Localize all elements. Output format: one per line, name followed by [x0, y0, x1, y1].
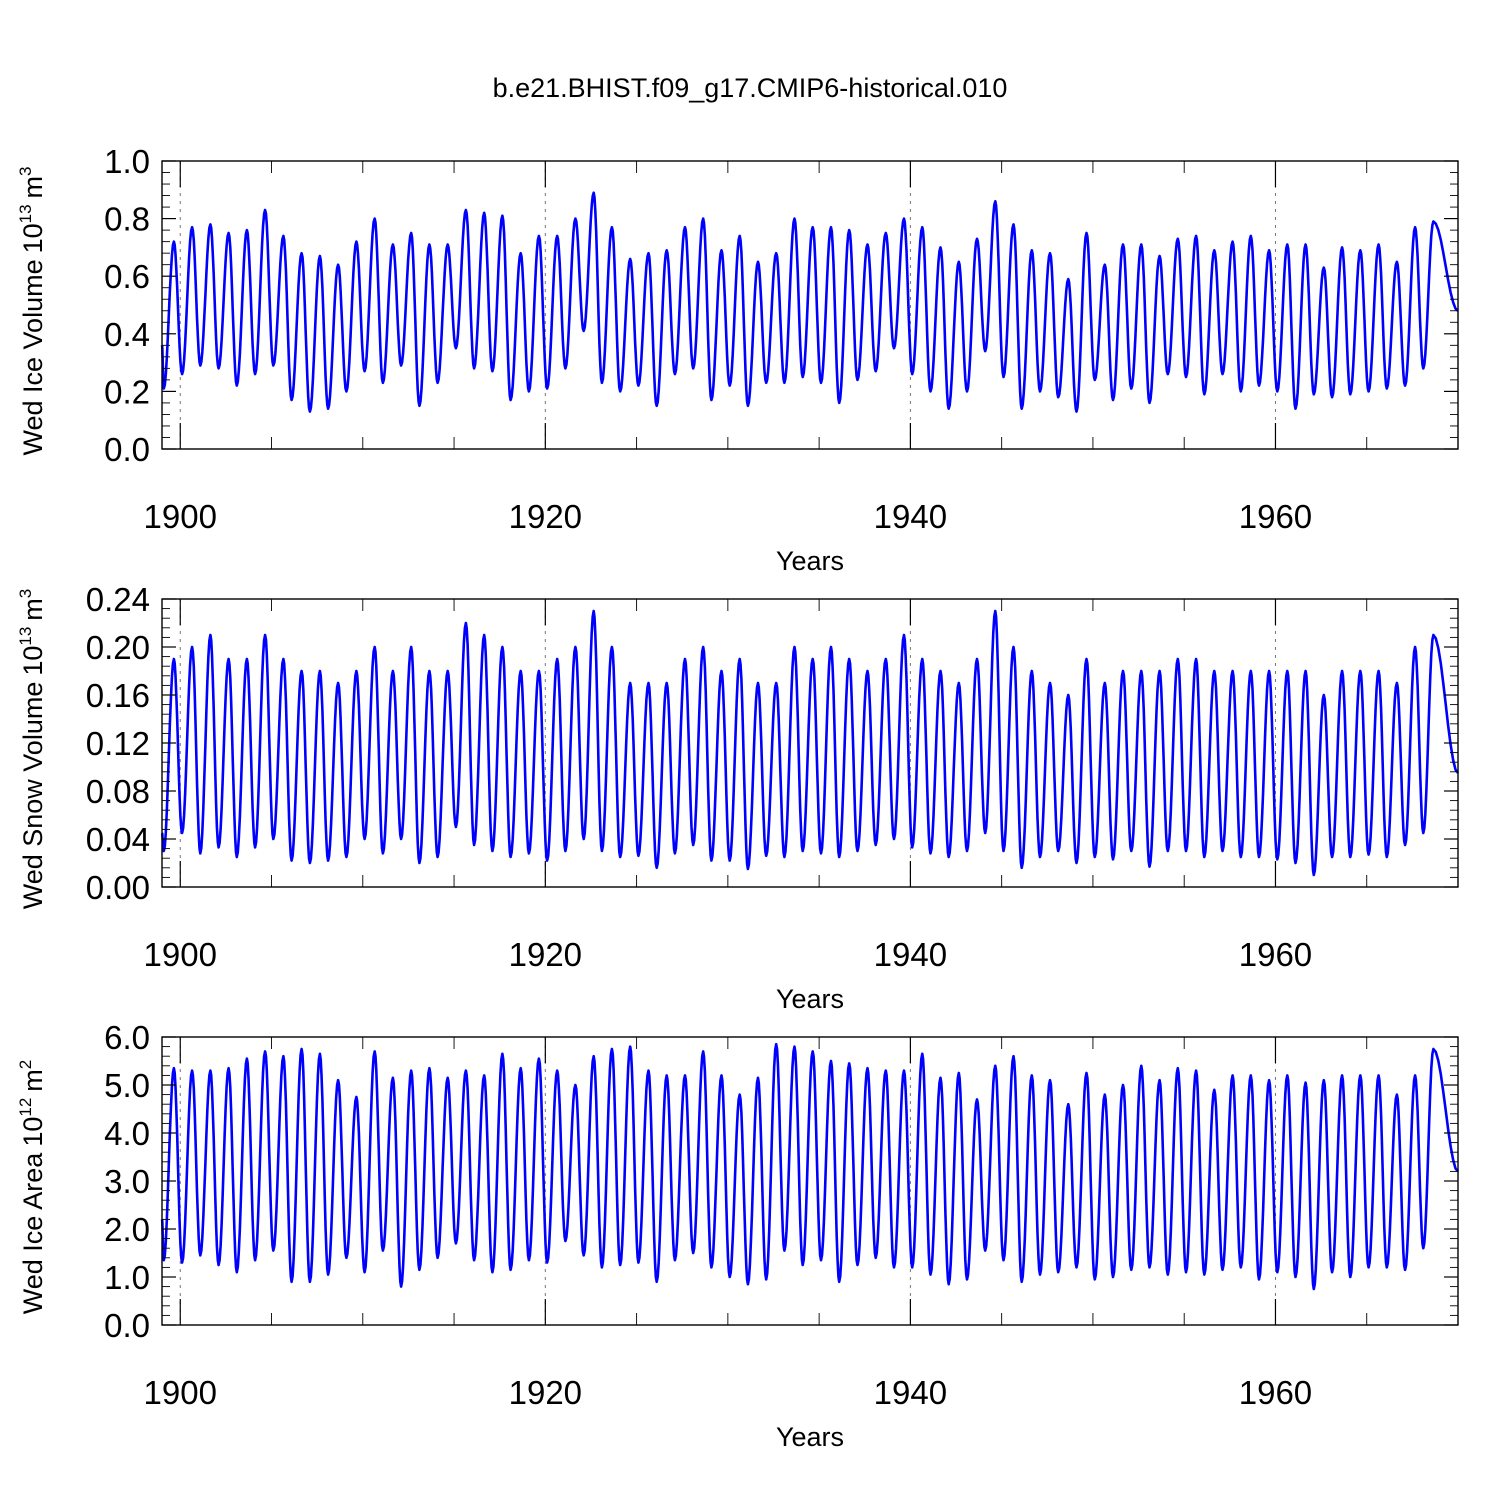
panels: 0.0 0.2 0.4 0.6 0.8 1.0 1900 1920 1940 1960 Years W…	[16, 143, 1460, 1452]
y-tick-label: 1.0	[104, 1259, 150, 1296]
y-tick-label: 2.0	[104, 1211, 150, 1248]
y-tick-label: 0.00	[86, 869, 150, 906]
plot-frame	[161, 160, 1459, 450]
y-axis-title-yunit-sym: m	[18, 176, 48, 199]
y-tick-label: 0.24	[86, 581, 150, 618]
y-axis-title-yunit-base: 10	[18, 223, 48, 253]
y-axis-title-yunit-base: 10	[18, 646, 48, 676]
y-tick-label: 6.0	[104, 1019, 150, 1056]
x-tick-label: 1900	[144, 498, 217, 535]
x-tick-label: 1940	[874, 1374, 947, 1411]
x-tick-label: 1960	[1239, 498, 1312, 535]
y-axis-title-ylabel: Wed Ice Volume	[18, 259, 48, 455]
ice-area-panel: 0.0 1.0 2.0 3.0 4.0 5.0 6.0 1900 1920 1940 1960 Yea…	[16, 1019, 1459, 1452]
x-axis-title: Years	[776, 984, 844, 1014]
y-tick-label: 0.4	[104, 316, 150, 353]
y-axis-title-yunit-pow: 3	[16, 166, 35, 175]
y-tick-label: 0.08	[86, 773, 150, 810]
y-axis-title-yunit-exp: 13	[16, 627, 35, 646]
y-axis-title-yunit-exp: 12	[16, 1098, 35, 1117]
y-axis-title: Wed Ice Volume 1013 m3	[16, 166, 48, 455]
y-tick-label: 5.0	[104, 1067, 150, 1104]
x-tick-label: 1900	[144, 936, 217, 973]
snow-volume-panel: 0.00 0.04 0.08 0.12 0.16 0.20 0.24 1900 1920 1940…	[16, 581, 1460, 1014]
x-tick-label: 1920	[509, 936, 582, 973]
y-tick-label: 0.2	[104, 373, 150, 410]
y-tick-label: 0.0	[104, 1307, 150, 1344]
x-tick-label: 1960	[1239, 936, 1312, 973]
y-axis-title-yunit-exp: 13	[16, 204, 35, 223]
y-tick-label: 0.16	[86, 677, 150, 714]
x-tick-label: 1940	[874, 936, 947, 973]
snow-volume-series-line	[160, 609, 1460, 877]
x-tick-label: 1920	[509, 1374, 582, 1411]
x-tick-label: 1940	[874, 498, 947, 535]
y-axis-title-yunit-sym: m	[18, 1069, 48, 1092]
y-axis-title: Wed Ice Area 1012 m2	[16, 1060, 48, 1315]
y-tick-label: 0.12	[86, 725, 150, 762]
y-tick-label: 4.0	[104, 1115, 150, 1152]
ice-area-series-line	[160, 1042, 1459, 1291]
y-tick-label: 1.0	[104, 143, 150, 180]
y-axis-title-yunit-pow: 2	[16, 1060, 35, 1069]
y-axis-title-ylabel: Wed Snow Volume	[18, 682, 48, 910]
y-tick-label: 0.20	[86, 629, 150, 666]
ice-volume-panel: 0.0 0.2 0.4 0.6 0.8 1.0 1900 1920 1940 1960 Years W…	[16, 143, 1459, 576]
chart-title: b.e21.BHIST.f09_g17.CMIP6-historical.010	[493, 73, 1008, 103]
x-tick-label: 1920	[509, 498, 582, 535]
y-tick-label: 0.0	[104, 431, 150, 468]
x-axis-title: Years	[776, 1422, 844, 1452]
x-tick-label: 1900	[144, 1374, 217, 1411]
x-tick-label: 1960	[1239, 1374, 1312, 1411]
y-axis-title-ylabel: Wed Ice Area	[18, 1152, 48, 1315]
y-tick-label: 0.6	[104, 258, 150, 295]
y-tick-label: 0.8	[104, 201, 150, 238]
y-axis-title-yunit-base: 10	[18, 1117, 48, 1147]
y-axis-title: Wed Snow Volume 1013 m3	[16, 589, 48, 910]
y-tick-label: 3.0	[104, 1163, 150, 1200]
y-axis-title-yunit-sym: m	[18, 598, 48, 621]
ice-volume-series-line	[160, 191, 1459, 413]
x-axis-title: Years	[776, 546, 844, 576]
y-axis-title-yunit-pow: 3	[16, 589, 35, 598]
y-tick-label: 0.04	[86, 821, 150, 858]
